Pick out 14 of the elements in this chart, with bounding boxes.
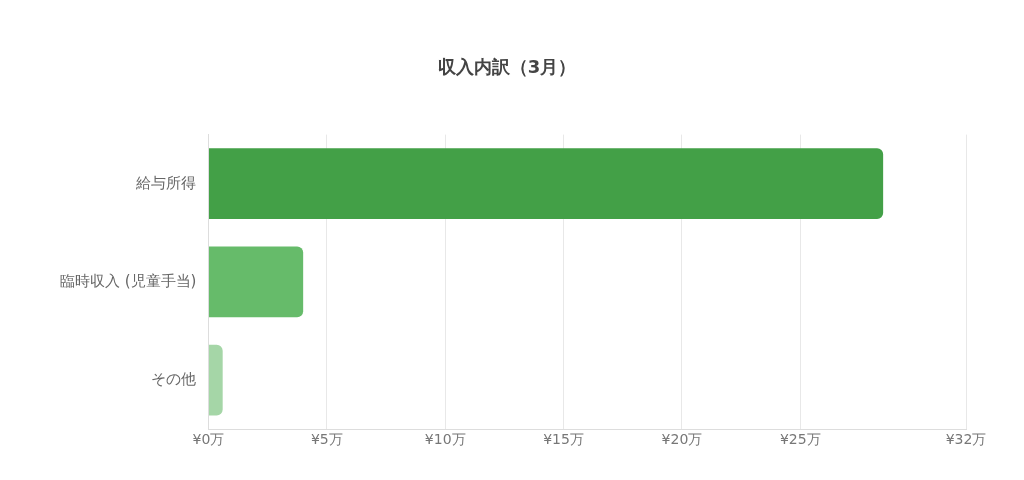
x-tick-label: ¥25万 bbox=[779, 431, 821, 448]
x-tick-label: ¥10万 bbox=[424, 431, 466, 448]
bar bbox=[208, 344, 223, 416]
x-tick-label: ¥5万 bbox=[310, 431, 343, 448]
y-tick-label: その他 bbox=[151, 369, 197, 388]
y-tick-label: 給与所得 bbox=[135, 173, 197, 192]
bar bbox=[208, 246, 304, 318]
x-tick-label: ¥0万 bbox=[192, 431, 225, 448]
x-tick-label: ¥32万 bbox=[945, 431, 987, 448]
chart-title: 収入内訳（3月） bbox=[437, 56, 577, 78]
y-tick-label: 臨時収入 (児童手当) bbox=[59, 271, 197, 290]
bar bbox=[208, 148, 884, 220]
x-tick-label: ¥15万 bbox=[543, 431, 584, 448]
x-tick-label: ¥20万 bbox=[661, 431, 703, 448]
